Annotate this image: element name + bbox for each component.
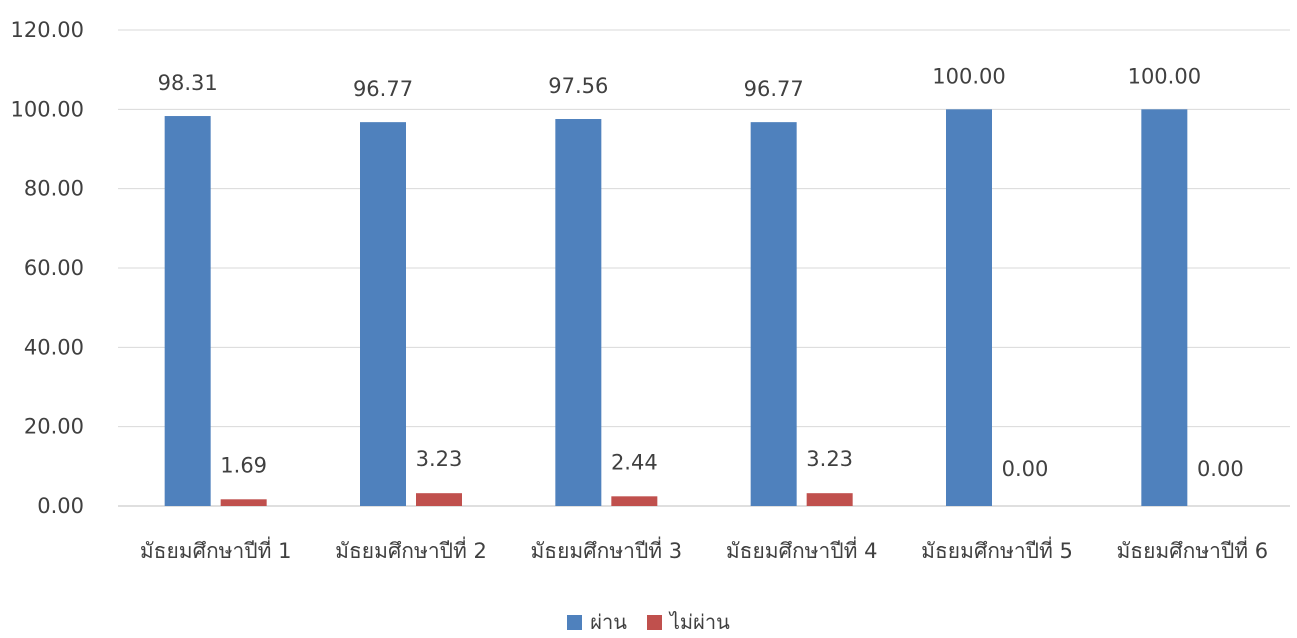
- legend-swatch-pass: [567, 614, 583, 630]
- bar-fail: [611, 496, 658, 506]
- y-tick-label: 20.00: [24, 415, 84, 439]
- bar-pass: [946, 109, 992, 506]
- data-labels: 98.31 1.69 96.77 3.23 97.56 2.44 96.77 3.23 100.…: [158, 64, 1244, 481]
- bar-pass: [164, 116, 211, 507]
- data-label-fail: 1.69: [220, 453, 267, 477]
- data-label-fail: 0.00: [1197, 457, 1244, 481]
- legend: ผ่าน ไม่ผ่าน: [0, 606, 1297, 638]
- y-tick-label: 0.00: [37, 494, 84, 518]
- bar-fail: [220, 499, 267, 506]
- data-label-pass: 96.77: [353, 77, 413, 101]
- y-axis-ticks: 0.00 20.00 40.00 60.00 80.00 100.00 120.00: [11, 18, 84, 518]
- gridlines: [118, 29, 1290, 507]
- data-label-fail: 3.23: [806, 447, 853, 471]
- data-label-fail: 2.44: [611, 450, 658, 474]
- x-category-label: มัธยมศึกษาปีที่ 3: [530, 536, 682, 563]
- x-axis-categories: มัธยมศึกษาปีที่ 1 มัธยมศึกษาปีที่ 2 มัธยมศ…: [140, 536, 1268, 563]
- legend-item-fail: ไม่ผ่าน: [646, 606, 730, 638]
- bars: [164, 109, 1188, 507]
- y-tick-label: 120.00: [11, 18, 84, 42]
- bar-fail: [416, 493, 462, 506]
- legend-swatch-fail: [646, 614, 662, 630]
- bar-pass: [1141, 109, 1188, 506]
- data-label-fail: 3.23: [416, 447, 463, 471]
- data-label-pass: 100.00: [1128, 64, 1201, 88]
- data-label-pass: 98.31: [158, 71, 218, 95]
- x-category-label: มัธยมศึกษาปีที่ 5: [921, 536, 1073, 563]
- bar-pass: [750, 122, 797, 507]
- y-tick-label: 60.00: [24, 256, 84, 280]
- y-tick-label: 80.00: [24, 177, 84, 201]
- bar-fail: [806, 493, 853, 506]
- bar-pass: [555, 119, 602, 507]
- data-label-fail: 0.00: [1002, 457, 1049, 481]
- legend-item-pass: ผ่าน: [567, 606, 627, 638]
- y-tick-label: 100.00: [11, 97, 84, 121]
- x-category-label: มัธยมศึกษาปีที่ 4: [726, 536, 878, 563]
- x-category-label: มัธยมศึกษาปีที่ 1: [140, 536, 292, 563]
- y-tick-label: 40.00: [24, 335, 84, 359]
- x-category-label: มัธยมศึกษาปีที่ 2: [335, 536, 487, 563]
- data-label-pass: 97.56: [548, 74, 608, 98]
- x-category-label: มัธยมศึกษาปีที่ 6: [1116, 536, 1268, 563]
- data-label-pass: 96.77: [744, 77, 804, 101]
- data-label-pass: 100.00: [932, 64, 1005, 88]
- legend-label-fail: ไม่ผ่าน: [669, 610, 730, 634]
- legend-label-pass: ผ่าน: [590, 610, 627, 634]
- bar-pass: [360, 122, 406, 507]
